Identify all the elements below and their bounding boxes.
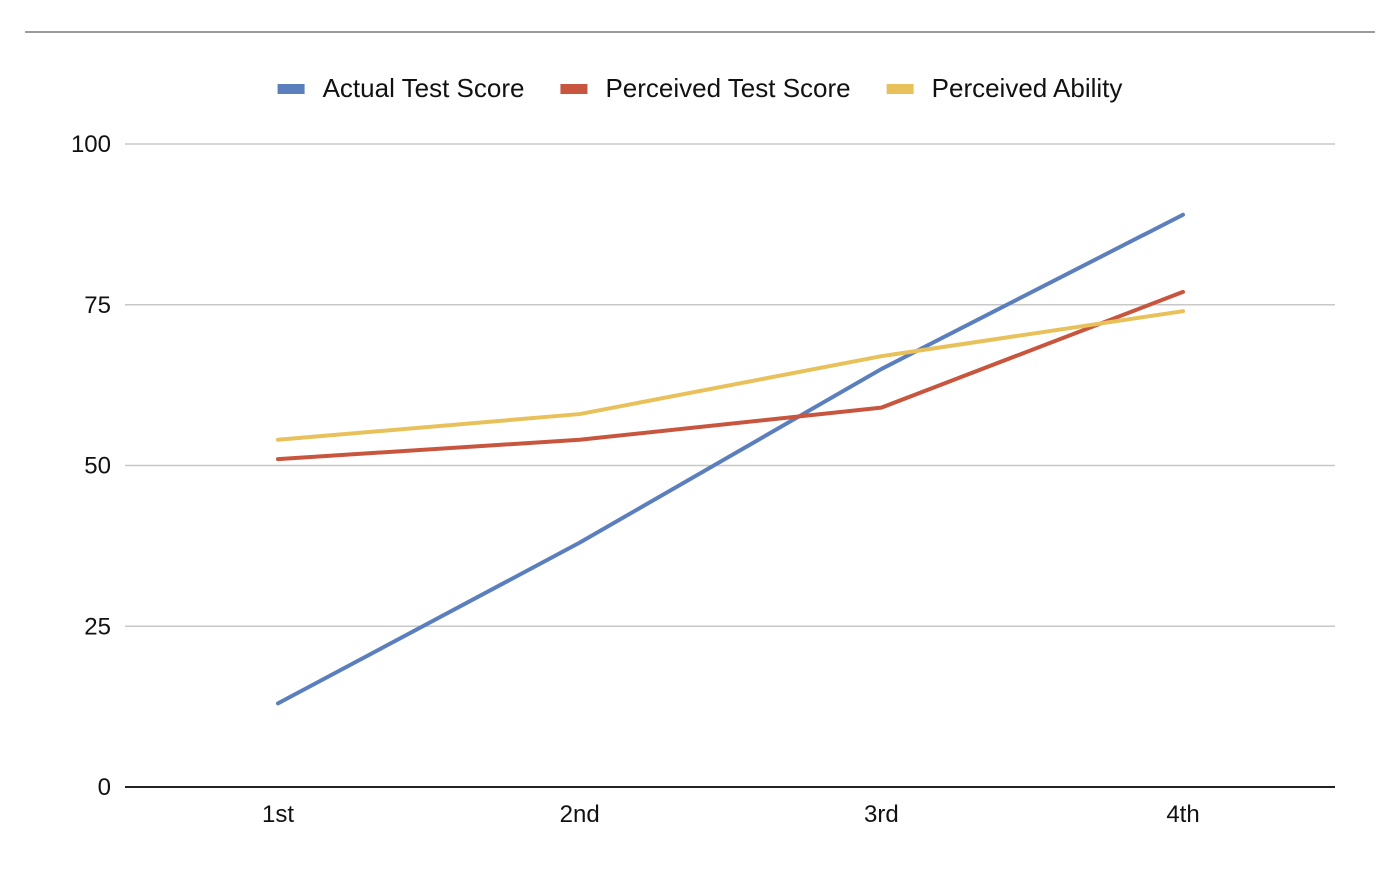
x-tick-label: 2nd — [560, 801, 600, 828]
legend-label: Actual Test Score — [323, 73, 525, 103]
legend-item: Perceived Test Score — [560, 73, 851, 103]
series-lines — [276, 212, 1185, 706]
y-tick-label: 25 — [84, 613, 111, 640]
legend-item: Perceived Ability — [886, 73, 1123, 103]
legend-swatch — [277, 84, 305, 94]
y-tick-label: 0 — [98, 774, 111, 801]
y-axis: 0 25 50 75 100 — [71, 131, 111, 801]
legend-swatch — [560, 84, 588, 94]
series-line — [276, 212, 1185, 706]
series-line — [276, 309, 1185, 442]
gridlines — [125, 143, 1335, 627]
legend-label: Perceived Ability — [932, 73, 1123, 103]
y-tick-label: 75 — [84, 292, 111, 319]
x-tick-label: 1st — [262, 801, 294, 828]
legend-label: Perceived Test Score — [605, 73, 850, 103]
legend: Actual Test Score Perceived Test Score Per… — [277, 73, 1123, 103]
x-tick-label: 4th — [1166, 801, 1199, 828]
legend-item: Actual Test Score — [277, 73, 525, 103]
y-tick-label: 50 — [84, 453, 111, 480]
series-line — [276, 289, 1185, 462]
y-tick-label: 100 — [71, 131, 111, 158]
x-tick-label: 3rd — [864, 801, 899, 828]
x-axis: 1st 2nd 3rd 4th — [125, 786, 1335, 828]
legend-swatch — [886, 84, 914, 94]
